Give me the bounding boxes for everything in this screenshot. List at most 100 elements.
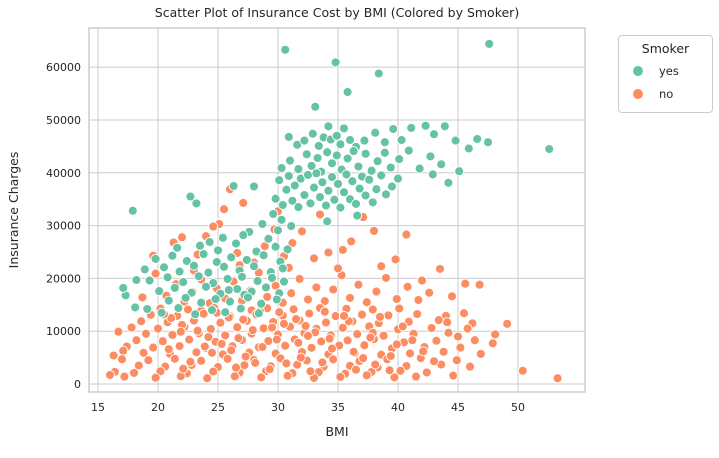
data-point-no [376,261,387,272]
legend-item-no: no [625,82,706,105]
data-point-no [453,331,463,342]
data-point-yes [118,282,129,293]
data-point-yes [249,261,259,272]
data-point-no [462,323,473,334]
data-point-yes [544,144,555,154]
data-point-no [429,356,439,367]
data-point-no [138,347,149,358]
data-point-yes [403,145,414,156]
data-point-yes [222,273,233,284]
data-point-yes [271,294,282,305]
data-point-no [143,355,154,366]
legend-item-yes: yes [625,59,706,82]
data-point-no [309,253,319,264]
data-point-yes [287,195,298,206]
data-point-no [256,372,267,383]
data-point-no [163,344,174,355]
data-point-yes [276,214,287,225]
data-point-yes [360,148,371,159]
data-point-yes [235,303,246,314]
y-tick-label: 20000 [46,272,81,285]
data-point-yes [238,230,249,241]
data-point-yes [427,169,438,180]
data-point-yes [201,281,211,292]
data-point-yes [299,190,310,200]
x-tick-label: 50 [511,401,525,414]
data-point-yes [429,129,439,140]
data-point-no [203,332,214,342]
data-point-no [361,370,372,381]
data-point-no [311,282,322,293]
data-point-no [118,345,129,356]
data-point-yes [335,139,346,150]
data-point-yes [150,253,161,264]
data-point-yes [345,135,355,145]
data-point-no [394,303,405,314]
data-point-yes [279,276,289,287]
data-point-no [280,340,291,351]
data-point-no [411,371,421,382]
data-point-no [192,325,203,336]
data-point-yes [387,181,397,192]
data-point-no [300,320,311,331]
data-point-yes [252,276,263,286]
data-point-yes [154,286,165,297]
x-axis-label: BMI [325,424,348,439]
data-point-no [119,371,130,382]
data-point-no [397,321,408,332]
data-point-yes [406,122,417,133]
data-point-no [136,316,147,327]
data-point-no [238,314,249,325]
data-point-yes [261,282,271,293]
data-point-yes [443,177,454,188]
data-point-yes [267,272,277,283]
data-point-no [455,342,466,353]
data-point-no [129,367,139,378]
data-point-yes [207,305,217,316]
data-point-no [191,347,202,358]
data-point-no [169,353,180,364]
data-point-no [391,339,402,350]
chart-title: Scatter Plot of Insurance Cost by BMI (C… [155,5,519,20]
data-point-yes [310,101,321,112]
data-point-no [288,304,299,315]
data-point-no [240,351,251,362]
data-point-no [202,373,213,384]
data-point-yes [305,198,316,209]
data-point-no [389,372,400,383]
data-point-no [157,336,168,347]
data-point-yes [299,135,310,146]
data-point-yes [321,200,331,211]
data-point-yes [333,178,343,189]
data-point-yes [285,155,295,166]
data-point-no [220,330,231,341]
data-point-yes [484,38,495,49]
data-point-yes [191,198,202,209]
data-point-no [327,343,337,354]
data-point-no [405,348,415,359]
data-point-no [105,370,115,380]
data-point-yes [282,244,293,255]
data-point-yes [360,190,371,201]
data-point-yes [385,162,396,173]
data-point-yes [159,262,169,273]
data-point-yes [293,202,304,213]
data-point-yes [276,163,287,173]
data-point-yes [173,303,184,313]
data-point-yes [439,121,450,132]
data-point-yes [425,151,436,162]
data-point-yes [339,123,349,134]
x-tick-label: 30 [271,401,285,414]
data-point-no [229,371,240,382]
data-point-no [337,322,348,333]
x-tick-label: 20 [151,401,165,414]
data-point-no [215,317,226,328]
data-point-yes [241,254,252,265]
legend-marker-yes-icon [633,65,643,76]
data-point-yes [292,139,303,150]
data-point-no [448,370,459,381]
y-axis-label: Insurance Charges [6,152,21,269]
data-point-no [177,232,187,243]
data-point-no [426,323,437,333]
data-point-no [303,330,313,341]
